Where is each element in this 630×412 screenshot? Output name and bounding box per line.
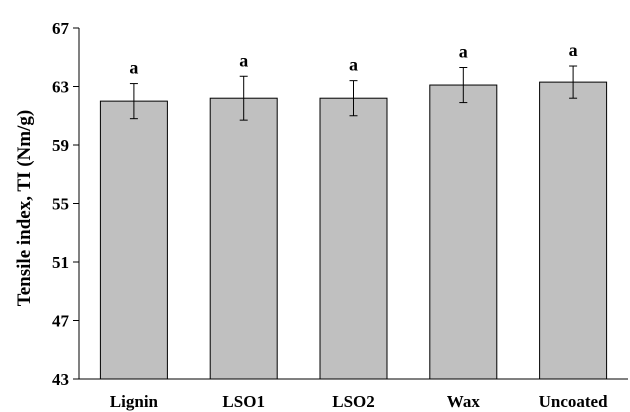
significance-label: a: [349, 55, 358, 75]
y-axis-title: Tensile index, TI (Nm/g): [14, 110, 35, 306]
x-category-label: LSO2: [332, 392, 375, 411]
bar-lignin: [99, 100, 168, 380]
x-category-label: Lignin: [110, 392, 159, 411]
x-category-label: LSO1: [222, 392, 265, 411]
y-tick-label: 67: [52, 19, 70, 38]
significance-labels: a a aa a: [129, 40, 577, 78]
y-tick-label: 55: [52, 195, 69, 214]
y-axis: 43 47 51 55 59 63 67: [52, 19, 80, 389]
y-tick-label: 63: [52, 78, 69, 97]
bars: [99, 81, 608, 380]
bar-wax: [429, 84, 498, 380]
bar-uncoated: [539, 81, 608, 380]
x-category-label: Uncoated: [539, 392, 608, 411]
error-bars: [129, 65, 578, 121]
y-tick-label: 51: [52, 253, 69, 272]
significance-label: a: [459, 41, 468, 61]
x-category-label: Wax: [447, 392, 481, 411]
x-axis: Lignin LSO1 LSO2 Wax Uncoated: [79, 378, 628, 411]
significance-label: a: [239, 50, 248, 70]
y-tick-label: 59: [52, 136, 69, 155]
bar-lso1: [209, 97, 278, 380]
significance-label: a: [569, 40, 578, 60]
bar-lso2: [319, 97, 388, 380]
y-tick-label: 47: [52, 312, 70, 331]
significance-label: a: [129, 58, 138, 78]
y-tick-label: 43: [52, 370, 69, 389]
